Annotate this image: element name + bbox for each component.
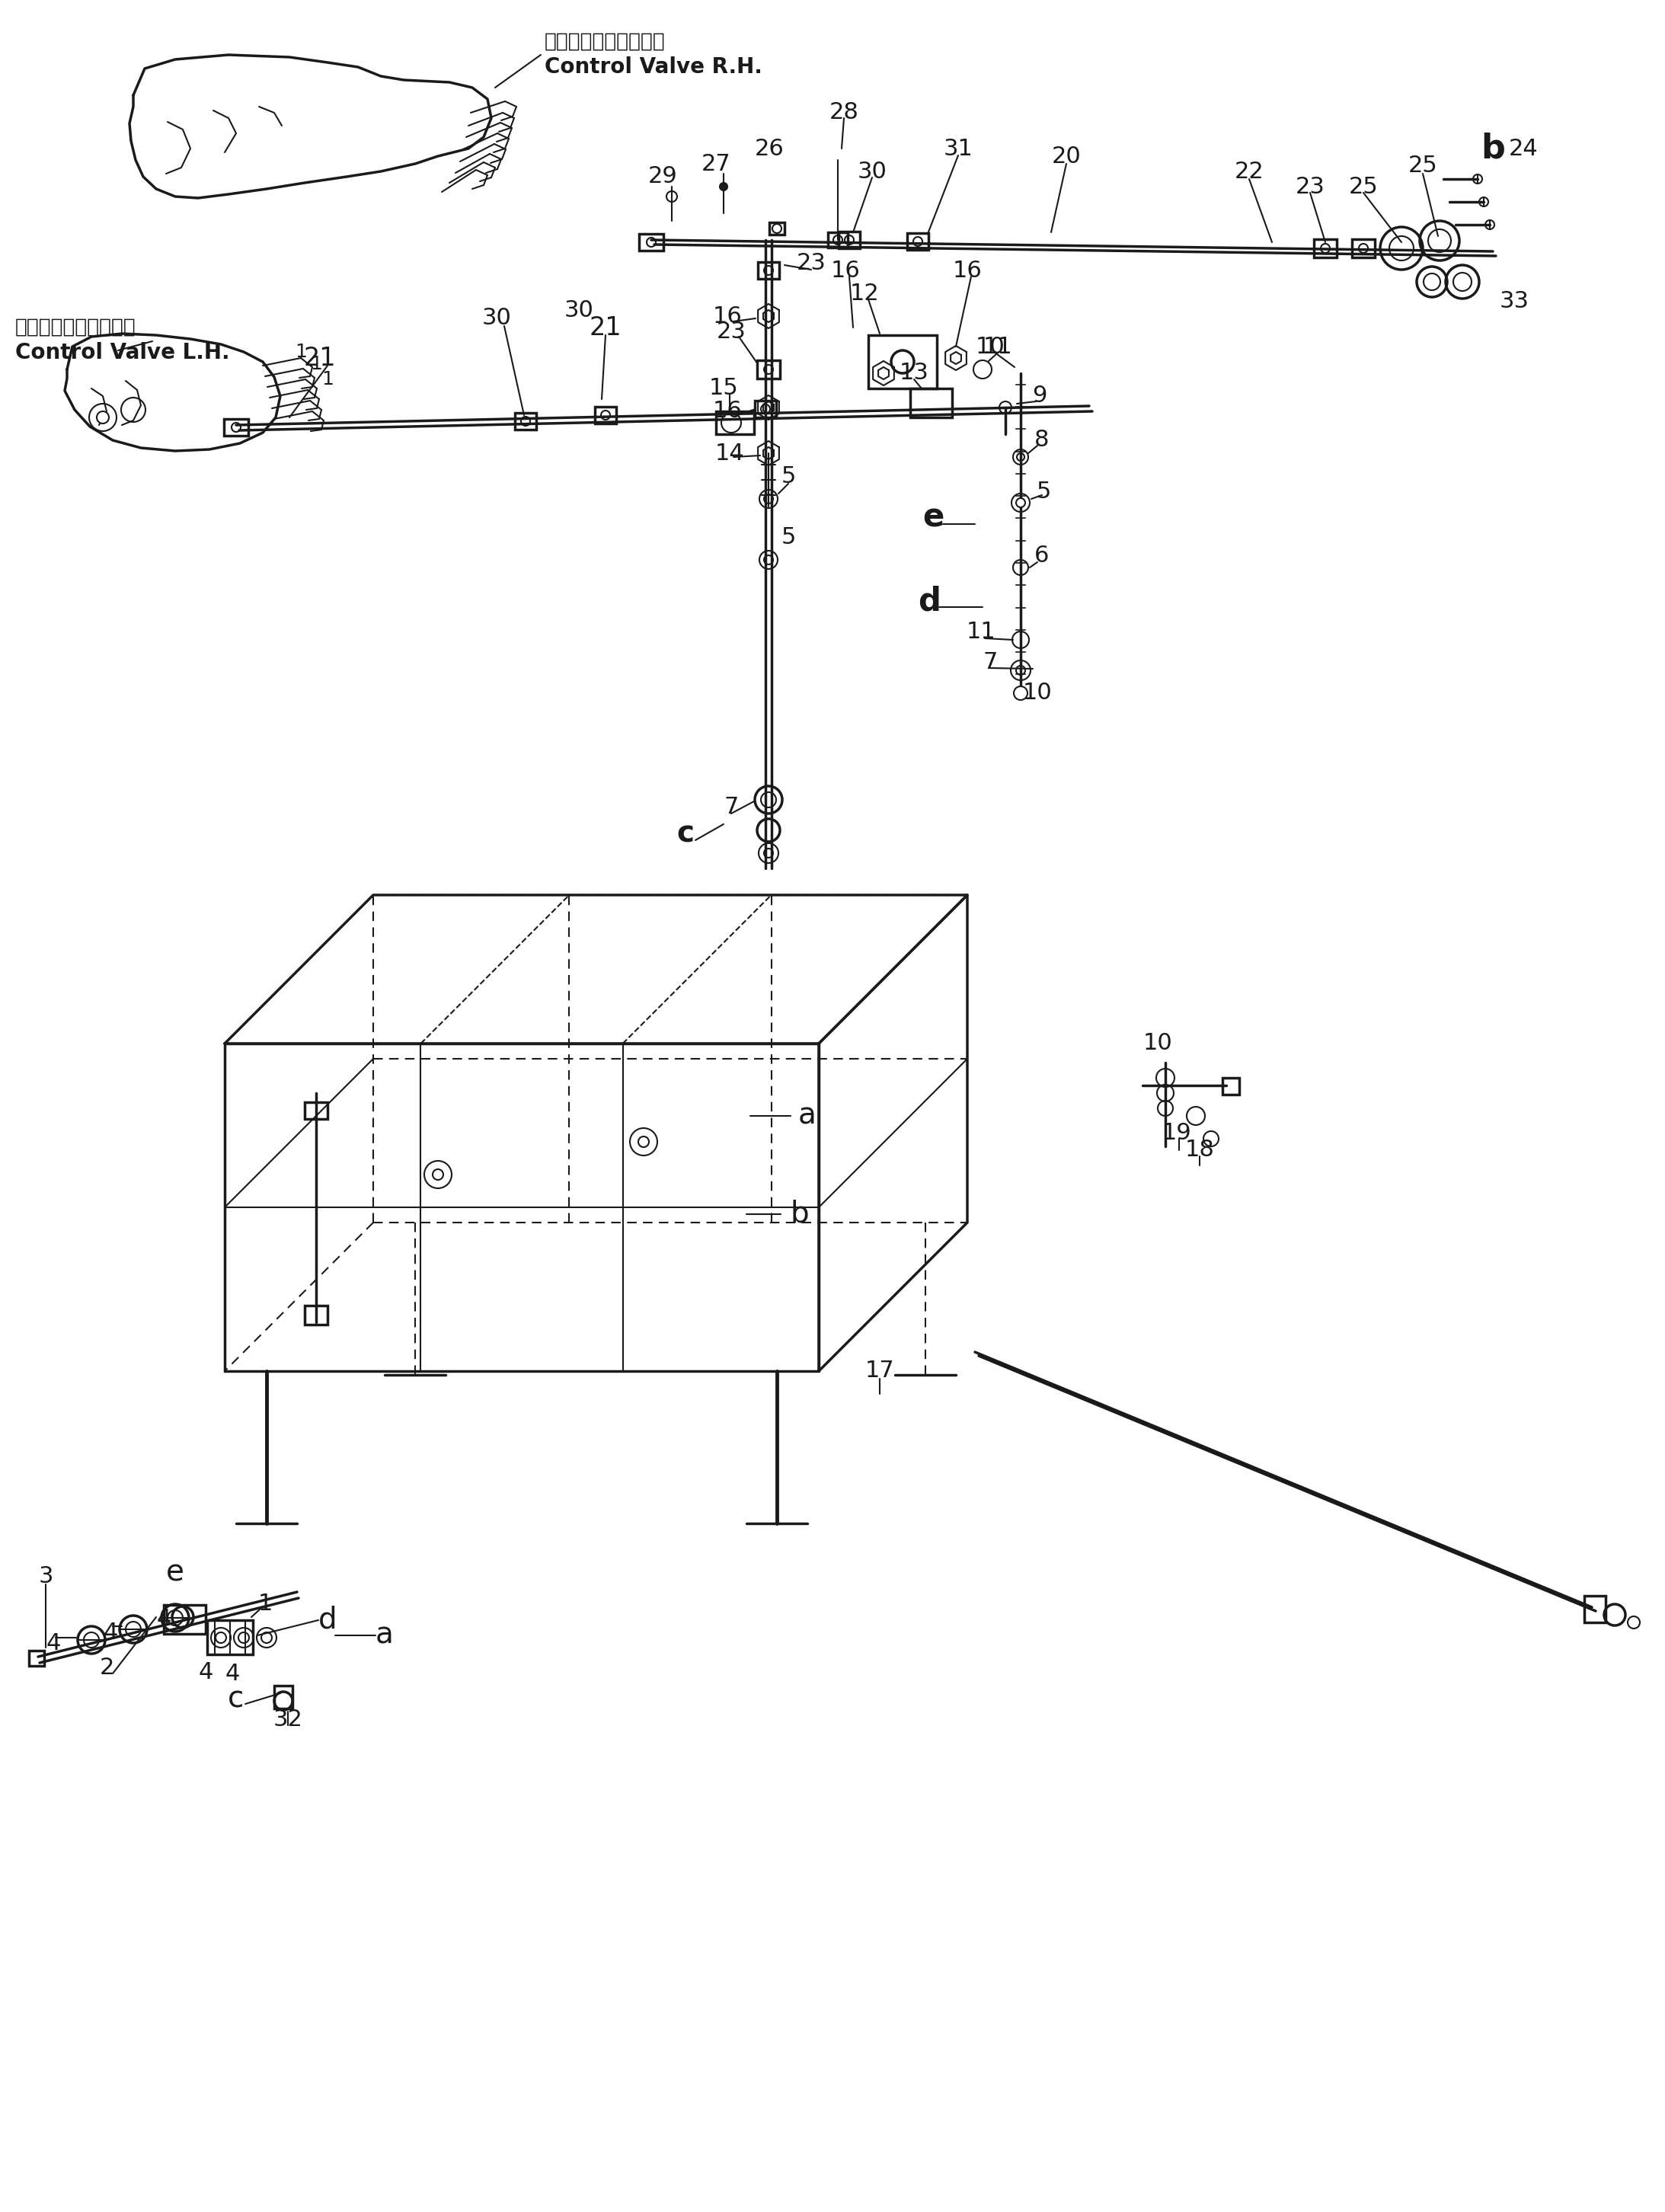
Text: b: b [1480,133,1505,166]
Text: 5: 5 [781,526,796,549]
Text: 7: 7 [982,653,997,675]
Text: e: e [166,1559,185,1588]
Text: 30: 30 [564,301,594,321]
Bar [206,1619,253,1655]
Bar [639,234,663,250]
Text: 16: 16 [713,400,743,422]
Text: 28: 28 [829,102,859,124]
Bar [769,223,784,234]
Text: 4: 4 [198,1661,213,1683]
Text: 21: 21 [303,345,336,372]
Text: 31: 31 [944,137,972,159]
Text: 1: 1 [310,354,321,374]
Text: 16: 16 [713,305,743,327]
Bar [1352,239,1375,257]
Text: 1: 1 [258,1593,273,1615]
Text: Control Valve L.H.: Control Valve L.H. [15,343,230,363]
Bar [758,261,779,279]
Text: 20: 20 [1052,146,1081,168]
Bar [1222,1077,1239,1095]
Text: 3: 3 [38,1566,53,1588]
Text: 32: 32 [273,1708,303,1730]
Circle shape [1016,498,1026,507]
Bar [275,1686,293,1708]
Text: 11: 11 [966,622,996,644]
Text: 9: 9 [1032,385,1047,407]
Text: a: a [798,1102,816,1130]
Text: 5: 5 [1036,480,1051,502]
Text: 25: 25 [1349,175,1379,197]
Text: 7: 7 [724,796,739,818]
Text: 4: 4 [47,1632,60,1655]
Text: 10: 10 [1142,1033,1172,1055]
Text: 16: 16 [831,259,861,281]
Text: 1: 1 [321,369,333,389]
Text: コントロールバルブ左: コントロールバルブ左 [15,319,137,338]
Text: 26: 26 [754,137,784,159]
Text: 10: 10 [976,336,1006,358]
Text: 13: 13 [899,363,929,385]
Text: c: c [228,1683,245,1712]
Bar [514,414,536,429]
Text: 33: 33 [1500,290,1528,312]
Text: 5: 5 [781,465,796,487]
Text: 4: 4 [103,1621,118,1644]
Text: d: d [917,586,941,617]
Text: 4: 4 [157,1608,171,1630]
Bar [305,1102,328,1119]
Bar [828,232,847,248]
Text: 23: 23 [796,252,826,274]
Bar [839,232,859,248]
Text: コントロールバルブ右: コントロールバルブ右 [544,31,666,51]
Bar [716,411,754,434]
Text: 23: 23 [1295,175,1325,197]
Text: 19: 19 [1162,1121,1192,1144]
Bar [594,407,616,422]
Bar [1314,239,1337,257]
Text: Control Valve R.H.: Control Valve R.H. [544,55,763,77]
Text: c: c [676,821,694,849]
Text: 21: 21 [589,314,621,341]
Text: b: b [791,1199,809,1228]
Text: 30: 30 [857,159,887,181]
Circle shape [97,411,108,422]
Text: 24: 24 [1508,137,1538,159]
Bar [163,1606,206,1635]
Text: 8: 8 [1034,429,1049,451]
Text: 16: 16 [952,259,982,281]
Bar [305,1305,328,1325]
Text: 23: 23 [716,321,746,343]
Text: 14: 14 [714,442,744,465]
Text: 11: 11 [982,336,1012,358]
Text: 30: 30 [481,307,511,330]
Text: 17: 17 [864,1360,894,1382]
Text: 12: 12 [849,283,879,305]
Bar [758,361,779,378]
Text: 6: 6 [1034,544,1049,566]
Bar [869,336,937,389]
Bar [907,232,929,250]
Text: 22: 22 [1234,159,1264,181]
Bar [754,400,776,418]
Text: d: d [318,1606,336,1635]
Text: e: e [922,502,944,533]
Text: 29: 29 [648,166,678,188]
Text: 1: 1 [295,343,306,361]
Text: 15: 15 [709,378,738,400]
Circle shape [719,184,728,190]
Text: 25: 25 [1409,155,1437,177]
Text: 2: 2 [100,1657,113,1679]
Text: 18: 18 [1185,1139,1214,1161]
Bar [223,418,248,436]
Bar [911,389,952,418]
Text: 4: 4 [225,1663,240,1686]
Text: 10: 10 [1022,681,1052,703]
Bar [1585,1595,1605,1621]
Text: a: a [376,1621,393,1650]
Bar [28,1650,45,1666]
Text: 27: 27 [701,153,731,175]
